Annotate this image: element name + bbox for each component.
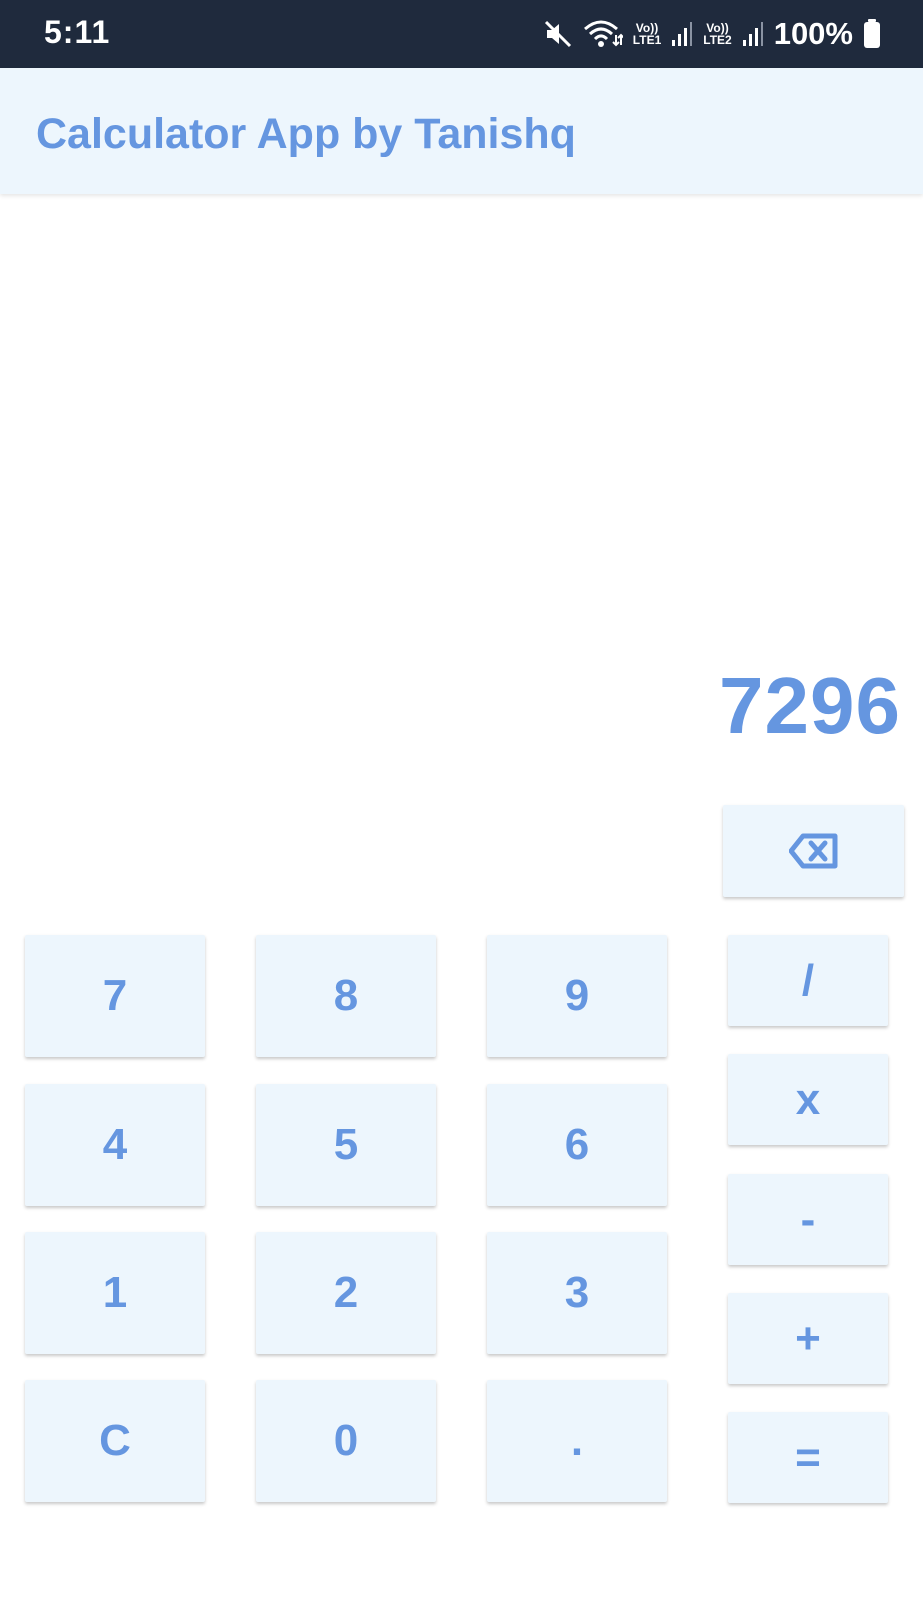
status-time: 5:11 bbox=[44, 14, 111, 50]
digit-1-button[interactable]: 1 bbox=[25, 1232, 205, 1354]
signal-icon bbox=[742, 20, 764, 48]
decimal-point-button[interactable]: . bbox=[487, 1380, 667, 1502]
lte2-label-bottom: LTE2 bbox=[703, 33, 732, 47]
digit-2-button[interactable]: 2 bbox=[256, 1232, 436, 1354]
lte2-label-top: Vo)) bbox=[706, 21, 729, 35]
digit-6-button[interactable]: 6 bbox=[487, 1084, 667, 1206]
add-button[interactable]: + bbox=[728, 1293, 888, 1384]
lte1-label-bottom: LTE1 bbox=[632, 33, 662, 47]
app-title: Calculator App by Tanishq bbox=[36, 110, 576, 158]
digit-9-button[interactable]: 9 bbox=[487, 935, 667, 1057]
app-bar: Calculator App by Tanishq bbox=[0, 68, 923, 194]
equals-button[interactable]: = bbox=[728, 1412, 888, 1503]
lte1-indicator: Vo)) LTE1 bbox=[633, 22, 661, 46]
signal-icon bbox=[671, 20, 693, 48]
status-bar: 5:11 Vo)) LTE1 bbox=[0, 0, 923, 68]
lte2-indicator: Vo)) LTE2 bbox=[703, 22, 731, 46]
digit-4-button[interactable]: 4 bbox=[25, 1084, 205, 1206]
backspace-button[interactable] bbox=[723, 805, 904, 897]
subtract-button[interactable]: - bbox=[728, 1174, 888, 1265]
wifi-icon bbox=[583, 19, 623, 49]
digit-0-button[interactable]: 0 bbox=[256, 1380, 436, 1502]
battery-icon bbox=[863, 19, 881, 49]
digit-8-button[interactable]: 8 bbox=[256, 935, 436, 1057]
mute-icon bbox=[543, 19, 573, 49]
status-icons: Vo)) LTE1 Vo)) LTE2 100% bbox=[543, 12, 881, 56]
digit-7-button[interactable]: 7 bbox=[25, 935, 205, 1057]
clear-button[interactable]: C bbox=[25, 1380, 205, 1502]
battery-percent: 100% bbox=[773, 16, 853, 51]
digit-5-button[interactable]: 5 bbox=[256, 1084, 436, 1206]
multiply-button[interactable]: x bbox=[728, 1054, 888, 1145]
digit-3-button[interactable]: 3 bbox=[487, 1232, 667, 1354]
backspace-icon bbox=[788, 833, 839, 869]
divide-button[interactable]: / bbox=[728, 935, 888, 1026]
lte1-label-top: Vo)) bbox=[635, 21, 659, 35]
result-display: 7296 bbox=[719, 661, 901, 750]
